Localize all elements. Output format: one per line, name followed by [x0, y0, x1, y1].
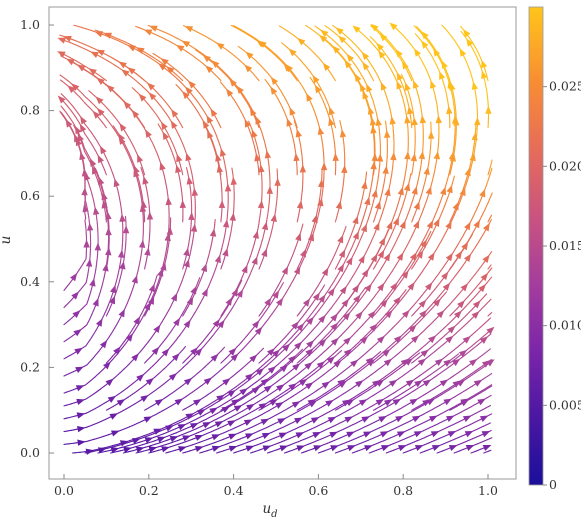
streamline-segment	[413, 25, 417, 29]
streamline-segment	[305, 24, 309, 28]
streamline-segment	[487, 404, 492, 408]
streamline-segment	[489, 251, 493, 255]
streamline-segment	[488, 394, 492, 398]
streamline-segment	[487, 449, 492, 452]
streamline-segment	[488, 384, 493, 387]
streamline-segment	[60, 93, 64, 97]
streamline-segment	[490, 167, 493, 172]
streamline-segment	[489, 219, 492, 223]
streamline-segment	[488, 298, 492, 302]
streamline-segment	[183, 345, 187, 350]
streamline-segment	[489, 276, 493, 280]
streamline-segment	[332, 24, 336, 28]
streamline-segment	[489, 372, 493, 376]
plot-frame	[48, 6, 517, 480]
streamline-segment	[488, 413, 493, 416]
streamline-segment	[487, 422, 491, 425]
streamline-segment	[73, 24, 77, 27]
streamline-segment	[488, 317, 492, 321]
streamline-segment	[441, 24, 445, 28]
streamline-segment	[487, 348, 491, 352]
streamline-segment	[314, 25, 318, 29]
streamline-segment	[60, 105, 64, 109]
streamline-segment	[488, 437, 493, 440]
streamline-segment	[155, 274, 158, 279]
streamline-segment	[59, 110, 63, 114]
streamline-segment	[59, 74, 63, 77]
streamlines-layer	[59, 24, 493, 454]
